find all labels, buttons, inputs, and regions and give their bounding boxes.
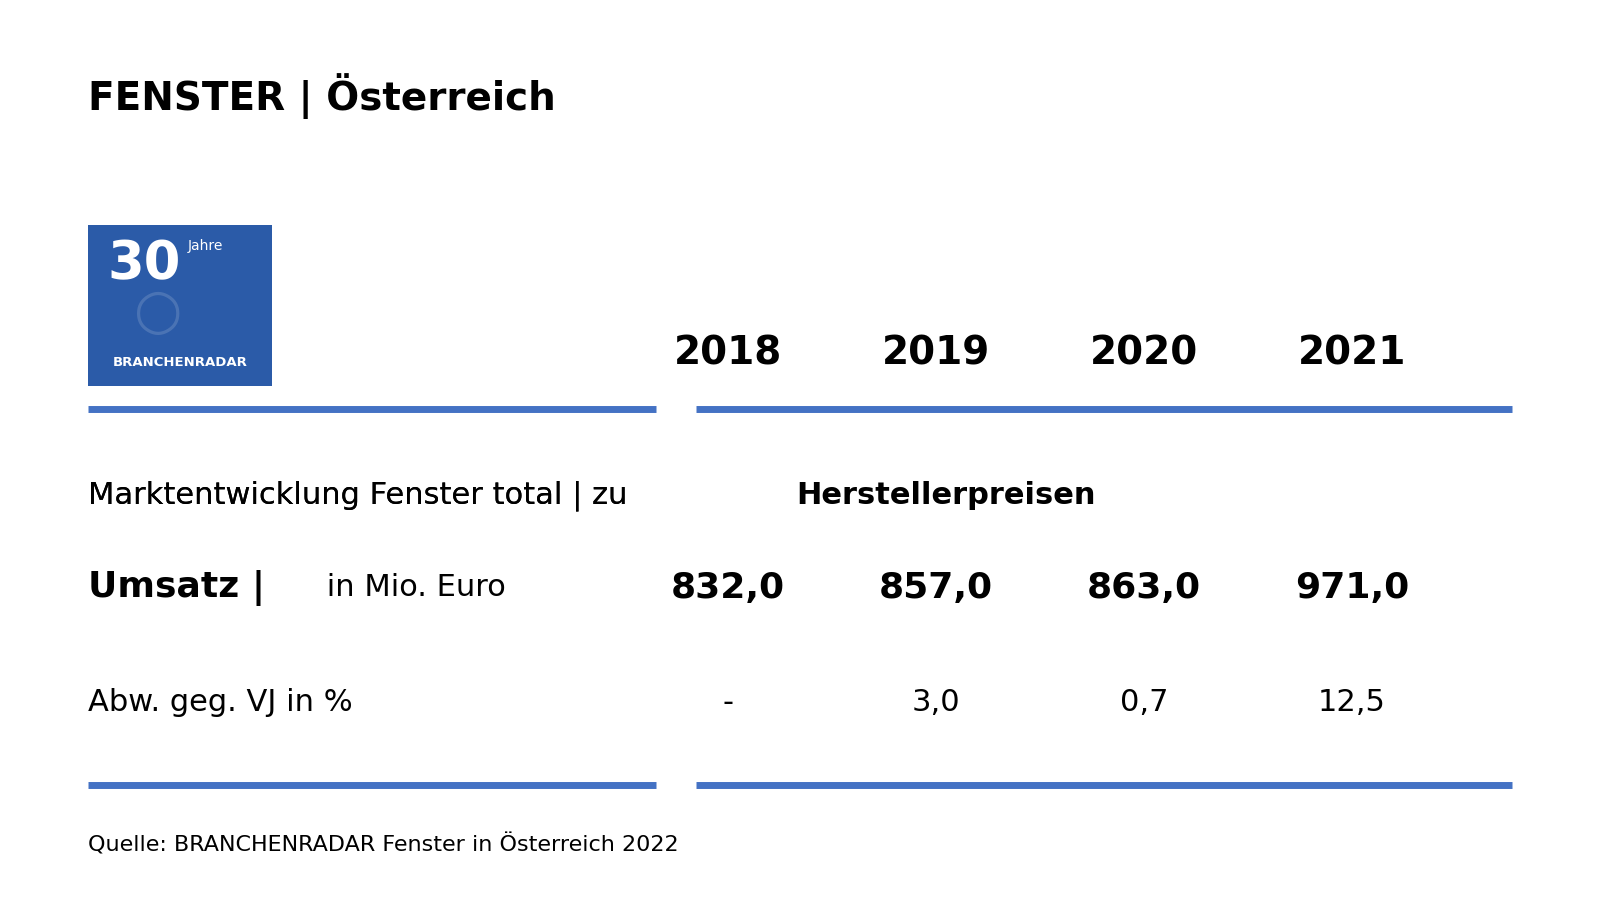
Text: Herstellerpreisen: Herstellerpreisen [797, 481, 1096, 510]
Text: 30: 30 [107, 239, 181, 291]
Text: -: - [723, 688, 733, 717]
Text: 971,0: 971,0 [1294, 570, 1410, 605]
Text: 12,5: 12,5 [1318, 688, 1386, 717]
Text: Jahre: Jahre [187, 239, 222, 252]
Text: 0,7: 0,7 [1120, 688, 1168, 717]
Text: 2018: 2018 [674, 334, 782, 373]
Text: 832,0: 832,0 [670, 570, 786, 605]
Text: 863,0: 863,0 [1086, 570, 1202, 605]
Text: Abw. geg. VJ in %: Abw. geg. VJ in % [88, 688, 352, 717]
Text: Umsatz |: Umsatz | [88, 569, 266, 606]
Text: 3,0: 3,0 [912, 688, 960, 717]
Text: FENSTER | Österreich: FENSTER | Österreich [88, 73, 555, 119]
Text: BRANCHENRADAR: BRANCHENRADAR [112, 356, 248, 369]
Text: Quelle: BRANCHENRADAR Fenster in Österreich 2022: Quelle: BRANCHENRADAR Fenster in Österre… [88, 834, 678, 856]
Text: ○: ○ [134, 286, 182, 341]
Text: in Mio. Euro: in Mio. Euro [317, 573, 506, 602]
Text: Marktentwicklung Fenster total | zu: Marktentwicklung Fenster total | zu [88, 480, 637, 511]
Text: 857,0: 857,0 [878, 570, 994, 605]
Text: 2021: 2021 [1298, 334, 1406, 373]
Text: 2019: 2019 [882, 334, 990, 373]
FancyBboxPatch shape [88, 225, 272, 386]
Text: 2020: 2020 [1090, 334, 1198, 373]
Text: Marktentwicklung Fenster total | zu: Marktentwicklung Fenster total | zu [88, 480, 637, 511]
